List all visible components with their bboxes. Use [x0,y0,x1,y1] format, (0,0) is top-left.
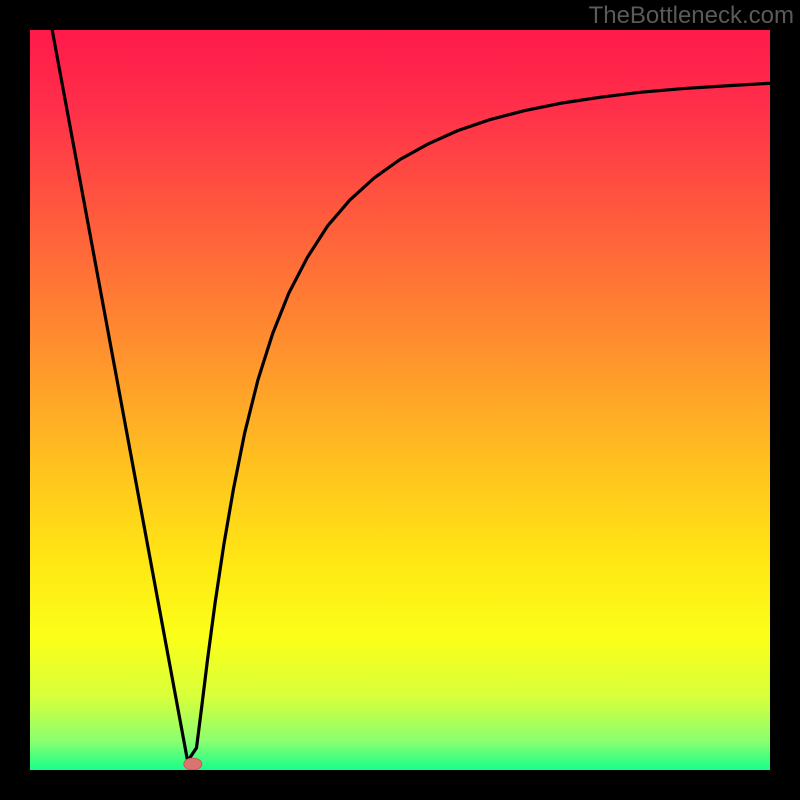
watermark-text: TheBottleneck.com [589,2,794,30]
bottleneck-chart-svg [0,0,800,800]
chart-frame-border [0,770,800,800]
optimal-point-marker [184,758,202,770]
chart-container: TheBottleneck.com [0,0,800,800]
chart-frame-border [0,0,30,800]
plot-background [30,30,770,770]
chart-frame-border [770,0,800,800]
